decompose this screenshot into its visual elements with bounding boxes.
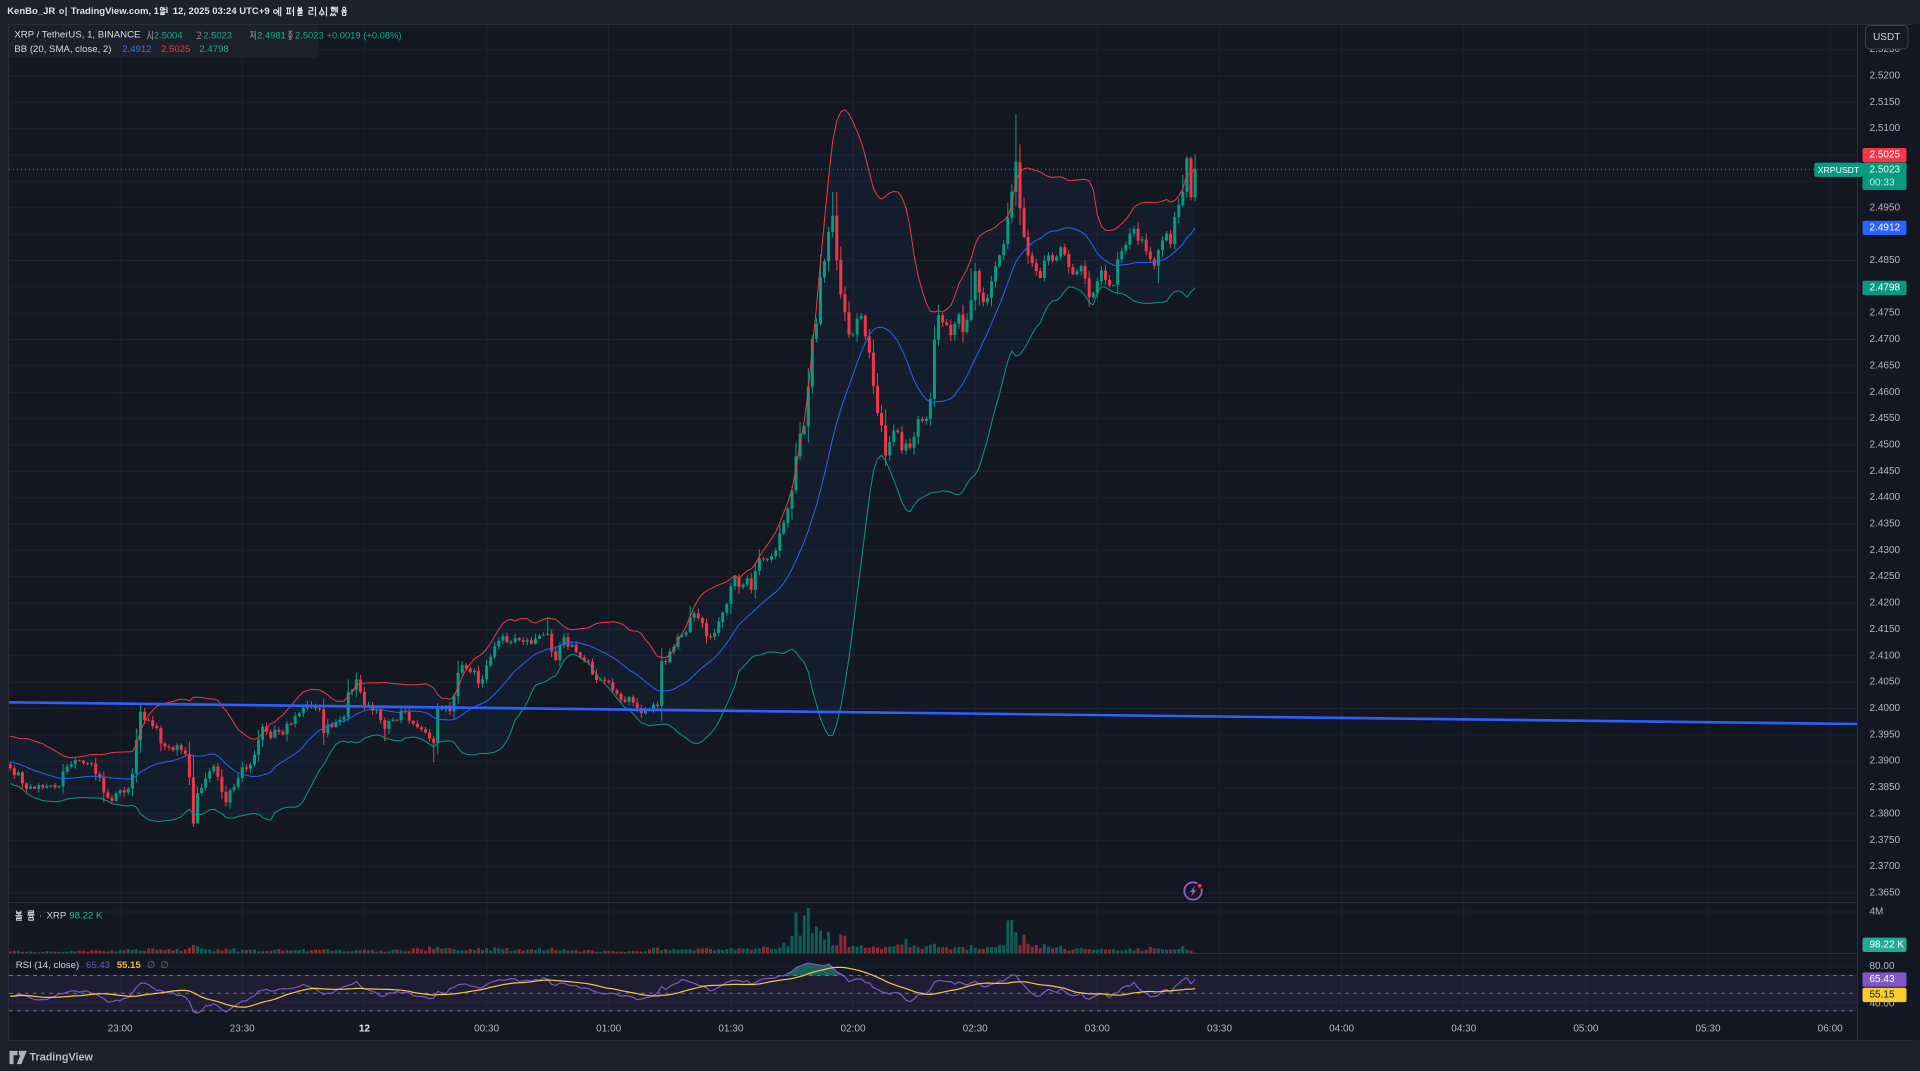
svg-text:2.4400: 2.4400 bbox=[1870, 492, 1901, 503]
svg-text:TradingView.com, 1: TradingView.com, 1 bbox=[71, 6, 160, 17]
svg-text:BB (20, SMA, close, 2): BB (20, SMA, close, 2) bbox=[14, 44, 111, 55]
svg-text:2.5200: 2.5200 bbox=[1870, 71, 1901, 82]
svg-text:KenBo_JR: KenBo_JR bbox=[7, 6, 55, 17]
svg-text:2.4912: 2.4912 bbox=[1870, 222, 1901, 233]
svg-text:+0.0019 (+0.08%): +0.0019 (+0.08%) bbox=[327, 30, 402, 41]
svg-text:2.4850: 2.4850 bbox=[1870, 255, 1901, 266]
svg-text:2.3800: 2.3800 bbox=[1870, 808, 1901, 819]
svg-text:2.4798: 2.4798 bbox=[199, 44, 228, 55]
svg-text:2.4150: 2.4150 bbox=[1870, 624, 1901, 635]
svg-text:2.5100: 2.5100 bbox=[1870, 123, 1901, 134]
svg-text:2.4350: 2.4350 bbox=[1870, 519, 1901, 530]
svg-text:2.4650: 2.4650 bbox=[1870, 360, 1901, 371]
svg-text:4M: 4M bbox=[1870, 907, 1884, 918]
svg-text:2.5023: 2.5023 bbox=[295, 30, 324, 41]
svg-text:∅: ∅ bbox=[147, 960, 155, 971]
svg-text:2.4000: 2.4000 bbox=[1870, 703, 1901, 714]
svg-text:04:00: 04:00 bbox=[1329, 1024, 1354, 1035]
svg-text:2.4050: 2.4050 bbox=[1870, 677, 1901, 688]
svg-text:2.4500: 2.4500 bbox=[1870, 440, 1901, 451]
svg-text:2.3850: 2.3850 bbox=[1870, 782, 1901, 793]
svg-text:∅: ∅ bbox=[160, 960, 168, 971]
svg-text:TradingView: TradingView bbox=[30, 1052, 94, 1064]
svg-text:55.15: 55.15 bbox=[117, 960, 142, 971]
svg-text:98.22 K: 98.22 K bbox=[1870, 939, 1905, 950]
svg-text:2.5023: 2.5023 bbox=[203, 30, 232, 41]
svg-text:2.5004: 2.5004 bbox=[154, 30, 183, 41]
svg-text:XRPUSDT: XRPUSDT bbox=[1818, 165, 1860, 175]
svg-text:2.3900: 2.3900 bbox=[1870, 756, 1901, 767]
svg-text:23:00: 23:00 bbox=[108, 1024, 133, 1035]
svg-text:2.4981: 2.4981 bbox=[257, 30, 286, 41]
svg-text:2.4950: 2.4950 bbox=[1870, 202, 1901, 213]
svg-text:03:00: 03:00 bbox=[1085, 1024, 1110, 1035]
svg-text:2.4912: 2.4912 bbox=[122, 44, 151, 55]
svg-text:00:30: 00:30 bbox=[474, 1024, 499, 1035]
svg-text:23:30: 23:30 bbox=[230, 1024, 255, 1035]
svg-text:2.3750: 2.3750 bbox=[1870, 835, 1901, 846]
svg-text:2.5150: 2.5150 bbox=[1870, 97, 1901, 108]
svg-text:05:00: 05:00 bbox=[1573, 1024, 1598, 1035]
svg-text:2.3950: 2.3950 bbox=[1870, 729, 1901, 740]
svg-text:65.43: 65.43 bbox=[1870, 974, 1895, 985]
svg-text:2.4600: 2.4600 bbox=[1870, 387, 1901, 398]
svg-text:RSI (14, close): RSI (14, close) bbox=[16, 960, 79, 971]
svg-text:55.15: 55.15 bbox=[1870, 990, 1895, 1001]
svg-text:01:30: 01:30 bbox=[718, 1024, 743, 1035]
svg-text:XRP / TetherUS, 1, BINANCE: XRP / TetherUS, 1, BINANCE bbox=[14, 30, 140, 41]
svg-text:2.4200: 2.4200 bbox=[1870, 598, 1901, 609]
svg-text:06:00: 06:00 bbox=[1818, 1024, 1843, 1035]
svg-text:2.4450: 2.4450 bbox=[1870, 466, 1901, 477]
svg-text:·: · bbox=[39, 910, 42, 921]
svg-text:40.00: 40.00 bbox=[1870, 998, 1895, 1009]
svg-text:02:00: 02:00 bbox=[840, 1024, 865, 1035]
svg-text:03:30: 03:30 bbox=[1207, 1024, 1232, 1035]
svg-text:XRP: XRP bbox=[47, 910, 67, 921]
svg-text:2.4550: 2.4550 bbox=[1870, 413, 1901, 424]
svg-text:02:30: 02:30 bbox=[963, 1024, 988, 1035]
svg-text:2.4100: 2.4100 bbox=[1870, 650, 1901, 661]
svg-text:80.00: 80.00 bbox=[1870, 961, 1895, 972]
svg-text:12: 12 bbox=[359, 1024, 371, 1035]
svg-text:12, 2025 03:24 UTC+9: 12, 2025 03:24 UTC+9 bbox=[173, 6, 270, 17]
svg-text:2.3650: 2.3650 bbox=[1870, 888, 1901, 899]
svg-text:2.5025: 2.5025 bbox=[161, 44, 190, 55]
svg-text:01:00: 01:00 bbox=[596, 1024, 621, 1035]
svg-text:2.4750: 2.4750 bbox=[1870, 308, 1901, 319]
svg-text:2.5025: 2.5025 bbox=[1870, 150, 1901, 161]
svg-text:05:30: 05:30 bbox=[1695, 1024, 1720, 1035]
svg-text:65.43: 65.43 bbox=[86, 960, 110, 971]
svg-text:2.4798: 2.4798 bbox=[1870, 282, 1901, 293]
svg-text:2.4300: 2.4300 bbox=[1870, 545, 1901, 556]
svg-text:2.5250: 2.5250 bbox=[1870, 44, 1901, 55]
svg-text:00:33: 00:33 bbox=[1870, 177, 1895, 188]
svg-text:2.5023: 2.5023 bbox=[1870, 164, 1901, 175]
svg-text:04:30: 04:30 bbox=[1451, 1024, 1476, 1035]
svg-text:98.22 K: 98.22 K bbox=[69, 910, 103, 921]
svg-text:USDT: USDT bbox=[1873, 32, 1900, 43]
svg-text:2.4700: 2.4700 bbox=[1870, 334, 1901, 345]
svg-text:2.4250: 2.4250 bbox=[1870, 571, 1901, 582]
svg-text:2.3700: 2.3700 bbox=[1870, 861, 1901, 872]
